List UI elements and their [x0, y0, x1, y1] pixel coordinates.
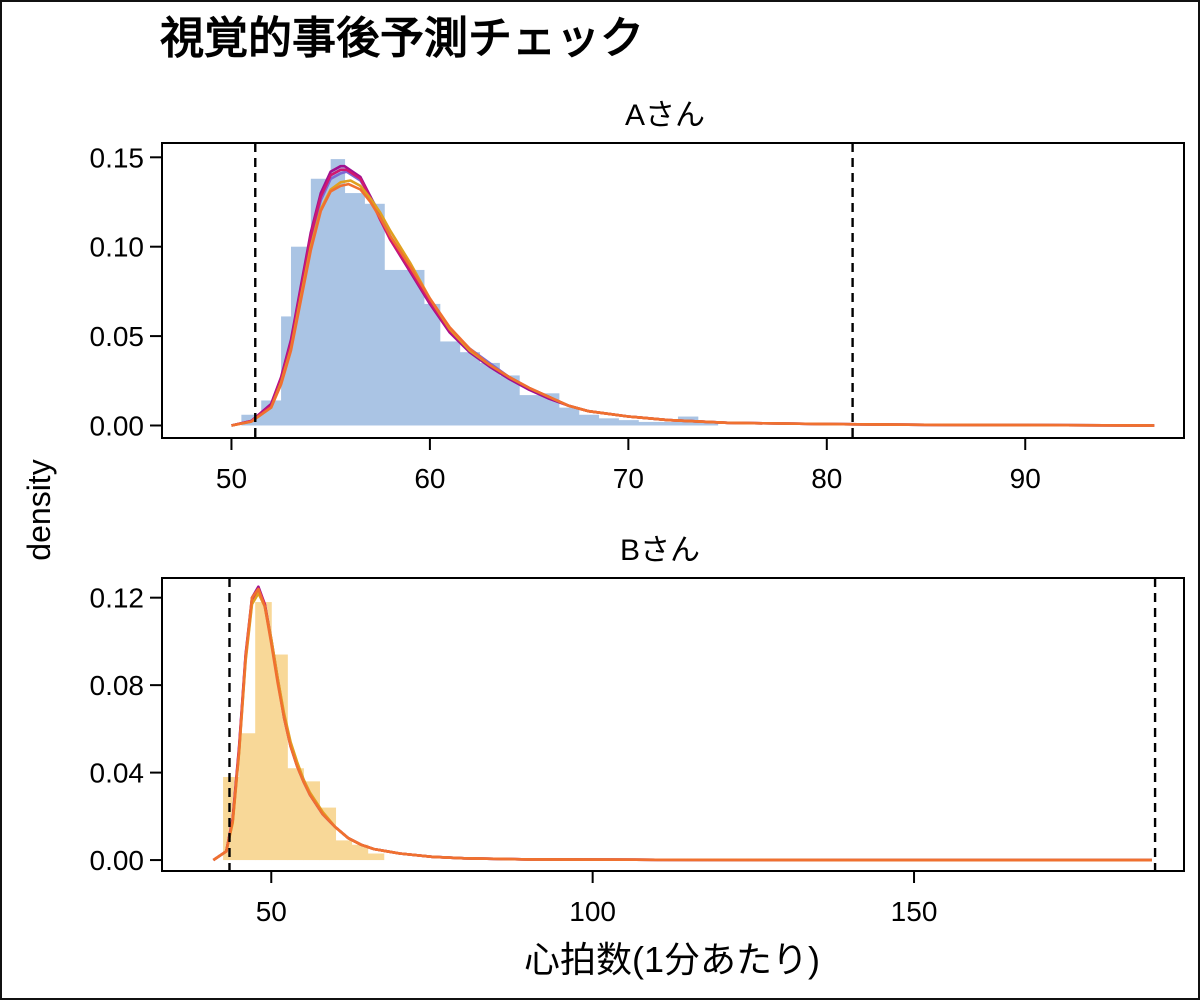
- panel-a-x-tick-label: 70: [613, 463, 644, 494]
- panel-a-hist-bar: [330, 159, 346, 426]
- panel-a-x-tick-label: 60: [414, 463, 445, 494]
- panel-a-hist-bar: [618, 420, 639, 426]
- panel-b-hist-bar: [351, 844, 369, 861]
- panel-b-hist-bar: [319, 807, 337, 861]
- panel-a-hist-bar: [364, 203, 385, 426]
- panel-a-y-tick-label: 0.15: [90, 142, 145, 173]
- panel-a-hist-bar: [439, 341, 461, 426]
- panel-a-x-tick-label: 80: [811, 463, 842, 494]
- panel-b-hist-bar: [223, 776, 240, 861]
- panel-a-hist-bar: [290, 246, 312, 426]
- panel-b-density-draw: [212, 587, 1152, 862]
- panel-b-density-draw: [212, 592, 1152, 862]
- panel-a-hist-bar: [459, 352, 481, 426]
- panel-a-hist-bar: [344, 193, 365, 426]
- panel-a-hist-bar: [578, 414, 600, 426]
- panel-a-x-tick-label: 90: [1010, 463, 1041, 494]
- panel-b-frame: [161, 577, 1185, 872]
- panel-a-hist-bar: [519, 395, 540, 426]
- panel-a-hist-bar: [479, 362, 500, 426]
- panel-a-y-tick-label: 0.05: [90, 321, 145, 352]
- panel-b-subtitle: Bさん: [620, 534, 700, 567]
- panel-b-x-tick-label: 100: [569, 896, 616, 927]
- panel-b-y-tick-label: 0.08: [90, 670, 145, 701]
- panel-b-hist-bar: [287, 768, 304, 861]
- panel-b-plot-area: [212, 585, 1152, 862]
- panel-a-hist-bar: [423, 303, 441, 426]
- panel-a-hist-bar: [499, 375, 520, 426]
- panel-b-hist-bar: [255, 602, 272, 861]
- panel-b-y-tick-label: 0.04: [90, 758, 145, 789]
- panel-a-density-draw: [231, 182, 1155, 427]
- panel-a-hist-bar: [638, 421, 659, 426]
- panel-a-hist-bar: [404, 269, 425, 426]
- panel-a-plot-area: [231, 159, 1155, 427]
- panel-a-hist-bar: [558, 407, 580, 426]
- panel-b-y-tick-label: 0.12: [90, 583, 145, 614]
- panel-a-hist-bar: [310, 178, 332, 426]
- panel-a-x-tick-label: 50: [216, 463, 247, 494]
- panel-a-y-tick-label: 0.10: [90, 232, 145, 263]
- panel-b-density-draw: [212, 589, 1152, 862]
- panel-b: Bさん 0.00 0.04 0.08 0.12 50 100 150: [90, 534, 1185, 927]
- panel-b-density-draw: [212, 585, 1152, 862]
- panel-a-hist-bar: [697, 421, 719, 426]
- x-axis-label: 心拍数(1分あたり): [524, 939, 820, 980]
- panel-b-x-tick-label: 50: [256, 896, 287, 927]
- figure-title: 視覚的事後予測チェック: [160, 13, 644, 64]
- panel-b-hist-bar: [239, 733, 256, 861]
- panel-a: Aさん 0.00 0.05 0.10 0.15 50 60 70 80 90: [90, 99, 1185, 494]
- panel-a-hist-bar: [598, 418, 619, 426]
- panel-a-subtitle: Aさん: [625, 99, 705, 132]
- y-axis-label: density: [21, 459, 57, 560]
- panel-b-y-tick-label: 0.00: [90, 845, 145, 876]
- panel-b-hist-bar: [335, 840, 353, 861]
- panel-a-hist-bar: [658, 421, 679, 426]
- panel-a-frame: [161, 142, 1185, 439]
- panel-a-hist-bar: [384, 269, 405, 426]
- panel-a-y-tick-label: 0.00: [90, 410, 145, 441]
- panel-b-x-tick-label: 150: [891, 896, 938, 927]
- panel-b-hist-bar: [367, 853, 385, 861]
- panel-b-density-draw: [212, 587, 1152, 862]
